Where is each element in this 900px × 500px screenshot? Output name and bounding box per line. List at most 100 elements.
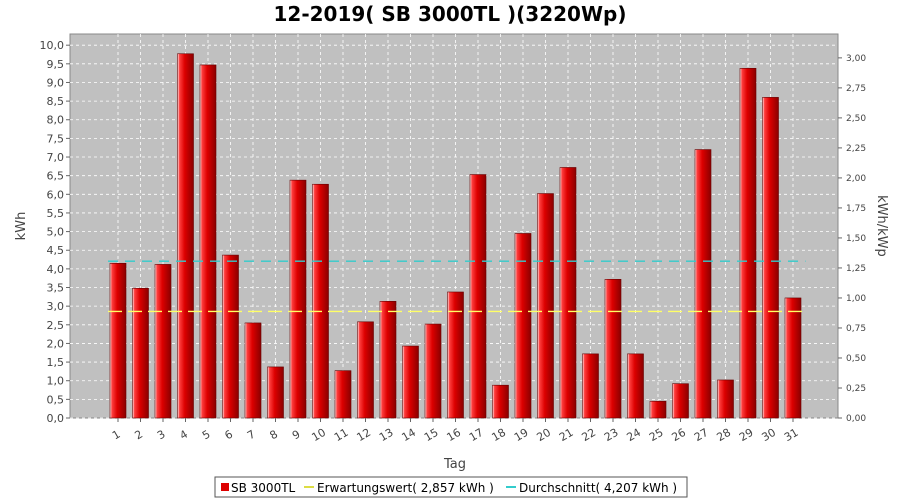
- x-tick-label: 1: [110, 428, 123, 443]
- y2-tick-label: 2,00: [846, 174, 866, 184]
- bar: [492, 384, 509, 419]
- bar: [649, 400, 667, 419]
- bar: [627, 353, 644, 419]
- legend-label-average: Durchschnitt( 4,207 kWh ): [519, 481, 677, 495]
- x-tick-label: 10: [309, 426, 328, 444]
- bar: [424, 323, 442, 419]
- x-tick-label: 30: [759, 426, 778, 444]
- y-tick-label: 1,5: [47, 356, 65, 369]
- x-tick-label: 24: [624, 426, 643, 444]
- y-tick-label: 5,0: [47, 226, 65, 239]
- bar: [402, 345, 419, 419]
- reference-lines: [108, 260, 806, 313]
- x-tick-label: 5: [200, 428, 213, 443]
- y2-tick-label: 1,75: [846, 204, 866, 214]
- y-tick-label: 2,0: [47, 337, 65, 350]
- y2-tick-label: 0,75: [846, 324, 866, 334]
- bar: [222, 254, 239, 419]
- y-tick-label: 3,5: [47, 282, 65, 295]
- bar: [154, 264, 172, 419]
- bar: [109, 262, 127, 419]
- bar: [604, 279, 622, 419]
- bar: [672, 383, 689, 419]
- bar: [132, 287, 149, 419]
- y-tick-label: 6,5: [47, 170, 65, 183]
- y-tick-label: 9,0: [47, 76, 65, 89]
- x-tick-label: 22: [579, 426, 598, 444]
- x-tick-label: 18: [489, 426, 508, 444]
- x-tick-label: 2: [132, 428, 145, 443]
- x-tick-label: 12: [354, 426, 373, 444]
- x-tick-label: 11: [332, 426, 351, 444]
- y-tick-label: 0,5: [47, 393, 65, 406]
- x-tick-label: 17: [467, 426, 486, 444]
- y2-tick-label: 3,00: [846, 54, 866, 64]
- x-axis: 1 2 3 4 5 6 7 8 9 10 11 12 13 14 15 16 17 18 19 20 21 22 23 24 2…: [110, 418, 801, 444]
- y2-tick-label: 2,75: [846, 84, 866, 94]
- legend-swatch-series: [221, 483, 229, 491]
- legend: SB 3000TL Erwartungswert( 2,857 kWh ) Du…: [214, 476, 688, 498]
- y-tick-label: 3,0: [47, 300, 65, 313]
- x-tick-label: 6: [222, 428, 235, 443]
- x-tick-label: 16: [444, 426, 463, 444]
- bar: [694, 149, 712, 419]
- y2-tick-label: 1,00: [846, 294, 866, 304]
- bars: [109, 53, 802, 419]
- bar: [357, 321, 374, 419]
- bar: [334, 370, 352, 419]
- bar: [717, 379, 734, 419]
- y-tick-label: 4,0: [47, 263, 65, 276]
- x-tick-label: 8: [267, 428, 280, 443]
- left-axis: 0,0 0,5 1,0 1,5 2,0 2,5 3,0 3,5 4,0 4,5 5,0 5,5 6,0 6…: [40, 39, 70, 425]
- x-tick-label: 26: [669, 426, 688, 444]
- y2-tick-label: 0,00: [846, 414, 866, 424]
- x-tick-label: 9: [290, 428, 303, 443]
- y2-tick-label: 0,50: [846, 354, 866, 364]
- x-tick-label: 21: [557, 426, 576, 444]
- y2-tick-label: 1,50: [846, 234, 866, 244]
- y-tick-label: 7,0: [47, 151, 65, 164]
- y-tick-label: 8,5: [47, 95, 65, 108]
- legend-box: [214, 476, 688, 498]
- y2-tick-label: 0,25: [846, 384, 866, 394]
- x-tick-label: 13: [377, 426, 396, 444]
- bar: [739, 67, 757, 419]
- x-tick-label: 25: [647, 426, 666, 444]
- x-tick-label: 15: [422, 426, 441, 444]
- bar: [177, 53, 194, 419]
- x-tick-label: 19: [512, 426, 531, 444]
- x-tick-label: 14: [399, 426, 418, 444]
- bar: [199, 64, 217, 419]
- y-tick-label: 5,5: [47, 207, 65, 220]
- x-tick-label: 28: [714, 426, 733, 444]
- legend-label-expected: Erwartungswert( 2,857 kWh ): [317, 481, 494, 495]
- y-tick-label: 10,0: [40, 39, 65, 52]
- x-axis-label: Tag: [443, 457, 466, 472]
- x-tick-label: 27: [692, 426, 711, 444]
- right-axis: 0,00 0,25 0,50 0,75 1,00 1,25 1,50 1,75 2,00 2,25…: [838, 54, 866, 424]
- y2-tick-label: 2,25: [846, 144, 866, 154]
- chart-title: 12-2019( SB 3000TL )(3220Wp): [274, 2, 627, 26]
- y-tick-label: 0,0: [47, 412, 65, 425]
- bar: [312, 183, 329, 419]
- bar: [559, 167, 577, 419]
- bar: [244, 322, 262, 419]
- x-tick-label: 4: [177, 428, 190, 443]
- y2-axis-label: kWh/kWp: [874, 195, 889, 257]
- y-tick-label: 7,5: [47, 132, 65, 145]
- y2-tick-label: 1,25: [846, 264, 866, 274]
- bar: [762, 97, 779, 419]
- x-tick-label: 20: [534, 426, 553, 444]
- x-tick-label: 3: [155, 428, 168, 443]
- bar: [267, 366, 284, 419]
- legend-label-series: SB 3000TL: [231, 481, 296, 495]
- bar: [537, 193, 554, 419]
- y-tick-label: 8,0: [47, 114, 65, 127]
- bar: [784, 297, 802, 419]
- bar: [582, 353, 599, 419]
- y-tick-label: 1,0: [47, 375, 65, 388]
- y-axis-label: kWh: [14, 212, 29, 241]
- y-tick-label: 4,5: [47, 244, 65, 257]
- bar: [379, 301, 397, 419]
